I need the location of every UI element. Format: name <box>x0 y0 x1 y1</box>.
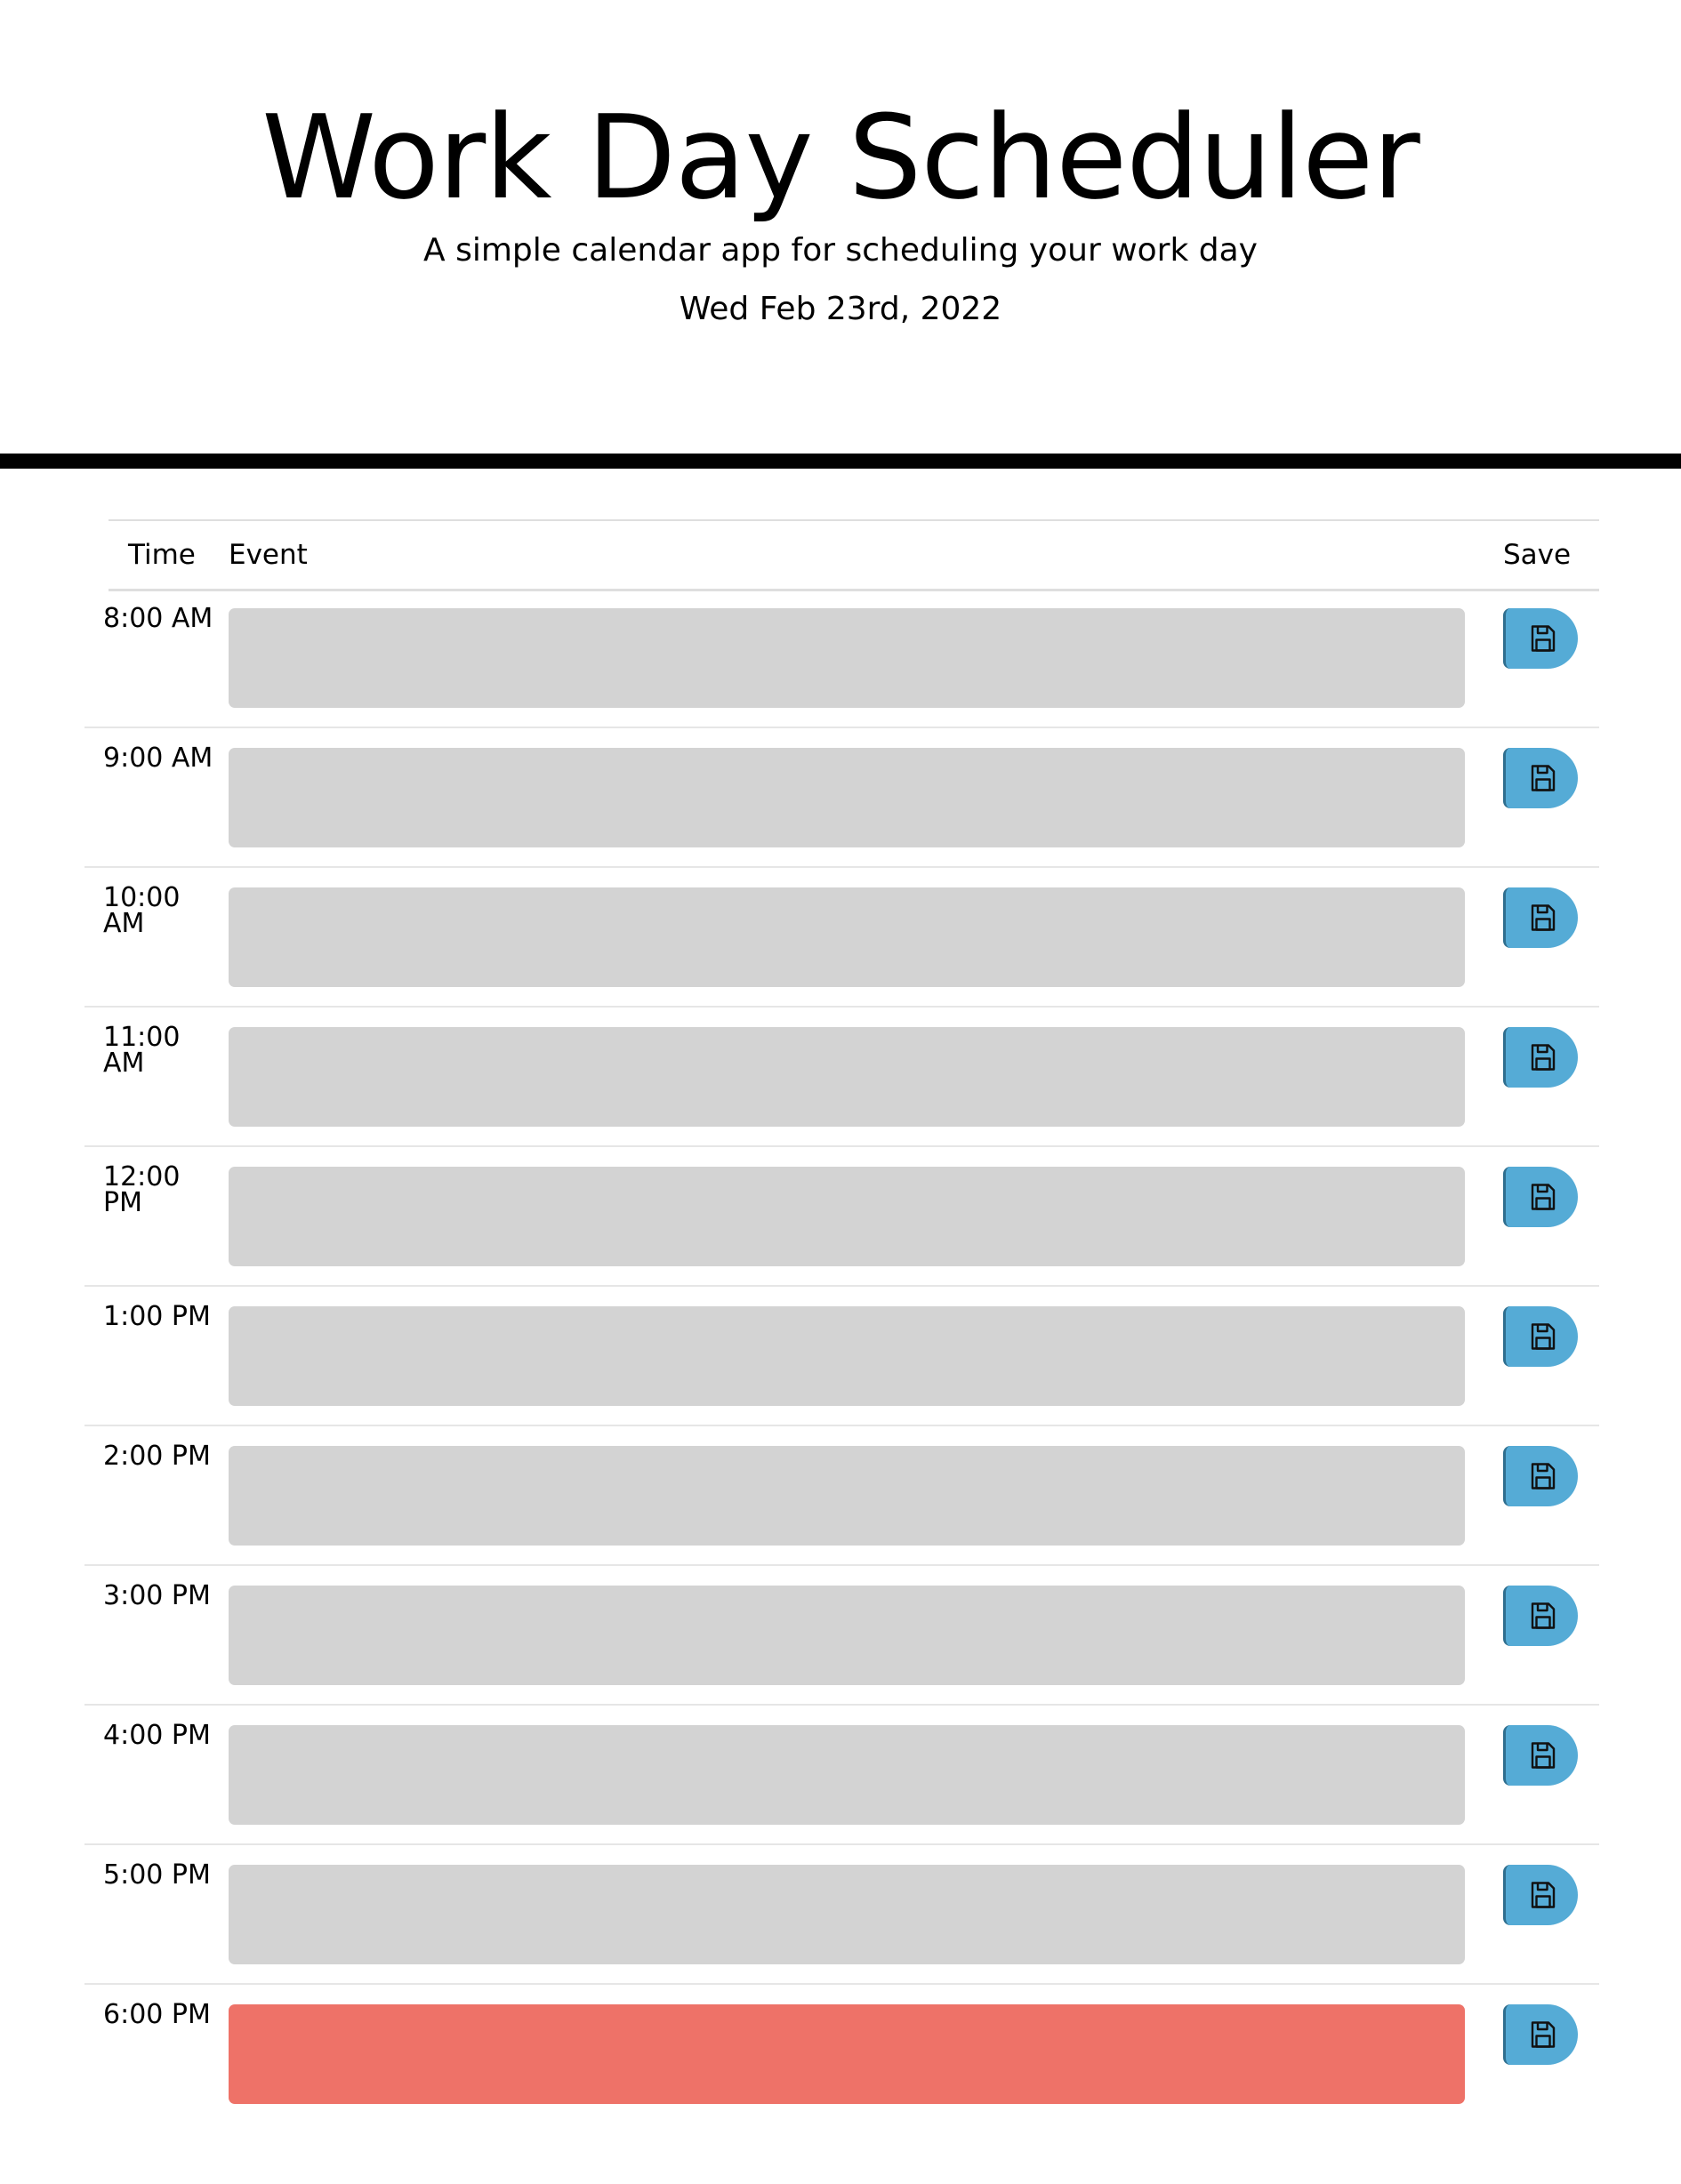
time-block-row: 6:00 PM <box>0 1985 1681 2124</box>
time-block-row: 3:00 PM <box>0 1566 1681 1706</box>
floppy-disk-icon <box>1531 1044 1556 1071</box>
save-button[interactable] <box>1503 1027 1578 1088</box>
hour-label: 5:00 PM <box>103 1859 211 1891</box>
current-date: Wed Feb 23rd, 2022 <box>679 291 1002 327</box>
floppy-disk-icon <box>1531 904 1556 931</box>
event-input[interactable] <box>229 1306 1465 1406</box>
header-divider <box>0 454 1681 469</box>
save-button[interactable] <box>1503 1167 1578 1227</box>
column-header-time: Time <box>128 539 196 571</box>
event-input[interactable] <box>229 1167 1465 1266</box>
page-subtitle: A simple calendar app for scheduling you… <box>423 232 1258 269</box>
time-block-row: 11:00 AM <box>0 1008 1681 1147</box>
floppy-disk-icon <box>1531 625 1556 652</box>
time-block-row: 1:00 PM <box>0 1287 1681 1426</box>
floppy-disk-icon <box>1531 1602 1556 1629</box>
time-block-row: 10:00 AM <box>0 868 1681 1008</box>
event-input[interactable] <box>229 2004 1465 2104</box>
event-input[interactable] <box>229 748 1465 847</box>
time-block-row: 9:00 AM <box>0 728 1681 868</box>
event-input[interactable] <box>229 1865 1465 1964</box>
row-divider <box>84 1425 1599 1426</box>
time-block-row: 4:00 PM <box>0 1706 1681 1845</box>
save-button[interactable] <box>1503 748 1578 808</box>
save-button[interactable] <box>1503 2004 1578 2065</box>
table-header: Time Event Save <box>109 519 1599 591</box>
save-button[interactable] <box>1503 1725 1578 1786</box>
floppy-disk-icon <box>1531 1184 1556 1210</box>
time-block-row: 5:00 PM <box>0 1845 1681 1985</box>
floppy-disk-icon <box>1531 1463 1556 1489</box>
hour-label: 6:00 PM <box>103 1999 211 2030</box>
row-divider <box>84 727 1599 728</box>
floppy-disk-icon <box>1531 1882 1556 1908</box>
hour-label: 2:00 PM <box>103 1441 211 1472</box>
row-divider <box>84 866 1599 868</box>
hour-label: 11:00 AM <box>103 1022 181 1079</box>
time-block-row: 8:00 AM <box>0 589 1681 728</box>
save-button[interactable] <box>1503 1865 1578 1925</box>
event-input[interactable] <box>229 608 1465 708</box>
hour-label: 9:00 AM <box>103 743 213 774</box>
page-title: Work Day Scheduler <box>261 90 1420 225</box>
row-divider <box>84 1843 1599 1845</box>
floppy-disk-icon <box>1531 1323 1556 1350</box>
row-divider <box>84 1006 1599 1008</box>
save-button[interactable] <box>1503 1446 1578 1506</box>
row-divider <box>84 1704 1599 1706</box>
hour-label: 12:00 PM <box>103 1161 181 1218</box>
page-header: Work Day Scheduler A simple calendar app… <box>0 0 1681 462</box>
time-block-row: 12:00 PM <box>0 1147 1681 1287</box>
hour-label: 4:00 PM <box>103 1720 211 1751</box>
row-divider <box>84 1983 1599 1985</box>
floppy-disk-icon <box>1531 2021 1556 2048</box>
save-button[interactable] <box>1503 1586 1578 1646</box>
save-button[interactable] <box>1503 608 1578 669</box>
column-header-event: Event <box>229 539 308 571</box>
event-input[interactable] <box>229 1446 1465 1546</box>
row-divider <box>84 1145 1599 1147</box>
hour-label: 3:00 PM <box>103 1580 211 1611</box>
event-input[interactable] <box>229 1586 1465 1685</box>
hour-label: 10:00 AM <box>103 882 181 939</box>
column-header-save: Save <box>1503 539 1572 571</box>
hour-label: 8:00 AM <box>103 603 213 634</box>
row-divider <box>84 1285 1599 1287</box>
event-input[interactable] <box>229 1725 1465 1825</box>
row-divider <box>84 1564 1599 1566</box>
floppy-disk-icon <box>1531 765 1556 791</box>
event-input[interactable] <box>229 1027 1465 1127</box>
hour-label: 1:00 PM <box>103 1301 211 1332</box>
event-input[interactable] <box>229 887 1465 987</box>
save-button[interactable] <box>1503 1306 1578 1367</box>
floppy-disk-icon <box>1531 1742 1556 1769</box>
save-button[interactable] <box>1503 887 1578 948</box>
time-block-row: 2:00 PM <box>0 1426 1681 1566</box>
